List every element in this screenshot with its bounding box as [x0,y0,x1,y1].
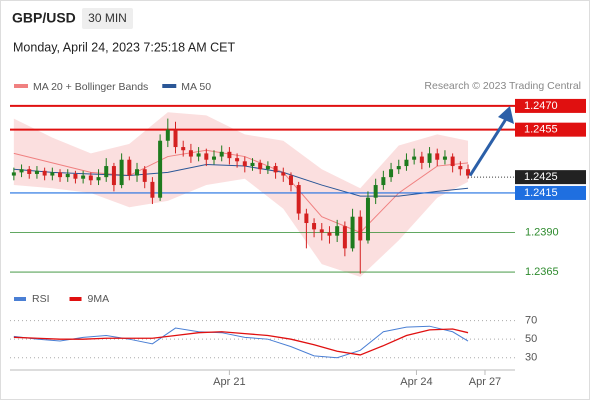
candle-body [296,185,301,214]
candle-body [212,156,217,160]
candle-body [258,162,263,170]
level-label: 1.2415 [524,187,558,199]
candle-body [365,197,370,241]
candle-body [342,226,347,249]
candle-body [96,177,101,181]
candle-body [81,175,86,179]
candle-body [412,156,417,160]
legend-label: MA 50 [181,81,211,93]
rsi-tick-label: 70 [525,315,537,327]
candle-body [466,169,471,176]
level-box [515,185,586,200]
level-label: 1.2365 [525,266,559,278]
candle-body [450,156,455,167]
interval-box [82,8,133,29]
candle-body [250,162,255,167]
forecast-arrowhead [498,106,514,124]
candle-body [27,169,32,174]
candle-body [288,175,293,186]
candle-body [111,166,116,186]
level-box [515,98,586,113]
candle-body [312,223,317,230]
candle-body [65,173,70,178]
candle-body [150,181,155,198]
rsi-tick-label: 50 [525,333,537,345]
candle-body [458,166,463,170]
candle-body [142,169,147,182]
candle-body [204,153,209,160]
candle-body [73,173,78,179]
candle-body [227,151,232,159]
legend-label: 9MA [88,293,110,305]
legend-swatch [69,297,82,301]
candle-body [427,153,432,163]
candle-body [235,158,240,162]
candle-body [104,166,109,178]
candle-body [34,170,39,174]
candle-body [319,229,324,233]
level-label: 1.2390 [525,226,559,238]
copyright: Research © 2023 Trading Central [424,80,581,92]
candle-body [381,177,386,186]
legend-swatch [162,84,177,88]
candle-body [335,226,340,236]
candle-body [273,166,278,173]
symbol: GBP/USD [12,10,76,26]
candle-body [173,129,178,148]
candle-body [435,153,440,160]
candle-body [58,172,63,178]
candle-body [127,159,132,176]
candle-body [396,166,401,170]
candle-body [19,169,24,173]
candle-body [281,172,286,176]
candle-body [419,156,424,163]
candle-body [242,161,247,167]
candle-body [265,166,270,170]
candle-body [404,159,409,167]
legend-label: MA 20 + Bollinger Bands [33,81,148,93]
candle-body [181,147,186,151]
candle-body [358,216,363,241]
interval: 30 MIN [88,11,127,25]
candle-body [119,159,124,186]
rsi-line [13,328,469,356]
candle-body [11,172,16,176]
candle-body [442,156,447,160]
candle-body [327,232,332,236]
level-label: 1.2455 [524,124,558,136]
legend-swatch [14,297,26,301]
candle-body [135,169,140,176]
level-label: 1.2425 [524,171,558,183]
candle-body [158,140,163,198]
candle-body [42,170,47,176]
candle-body [350,216,355,249]
legend-swatch [14,84,28,88]
level-label: 1.2470 [524,100,558,112]
candle-body [304,213,309,224]
candle-body [196,153,201,157]
candle-body [165,129,170,141]
level-box [515,170,586,185]
candle-body [50,172,55,176]
candle-body [373,185,378,198]
x-tick-label: Apr 21 [213,376,245,388]
x-tick-label: Apr 27 [469,376,501,388]
forecast-arrow [468,118,508,177]
rsi-tick-label: 30 [525,352,537,364]
timestamp: Monday, April 24, 2023 7:25:18 AM CET [13,40,235,54]
candle-body [188,150,193,157]
candle-body [219,151,224,157]
rsi-line [13,325,469,359]
level-box [515,122,586,137]
legend-label: RSI [32,293,50,305]
x-tick-label: Apr 24 [400,376,432,388]
candle-body [389,169,394,178]
candle-body [88,175,93,181]
